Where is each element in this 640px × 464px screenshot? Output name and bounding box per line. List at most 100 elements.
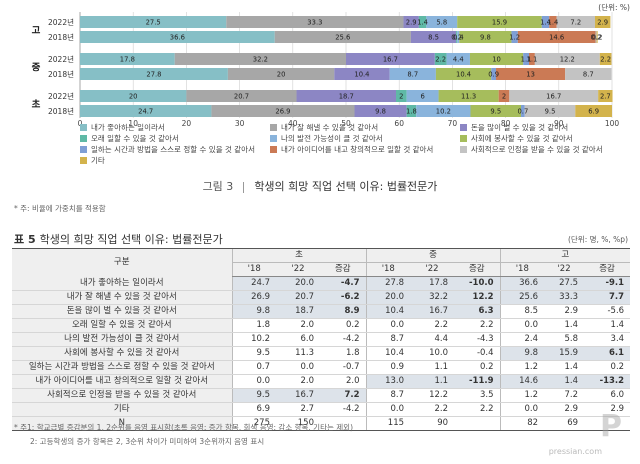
legend-item: 오래 일할 수 있을 것 같아서 [80,133,179,144]
bar-segment [524,105,576,117]
table-row-label: 일하는 시간과 방법을 스스로 정할 수 있을 것 같아서 [12,360,232,375]
bar-segment [456,31,458,43]
bar-value-label: 2.7 [600,93,611,101]
x-tick-label: 60 [394,119,404,128]
bar-value-label: 1.4 [540,19,551,27]
bar-value-label: 9.8 [375,108,386,116]
bar-segment [549,16,557,28]
x-tick-label: 90 [554,119,564,128]
table-cell: 2.2 [410,318,455,333]
table-cell: 1.4 [544,374,585,389]
table-cell: 16.7 [410,304,455,319]
bar-segment [534,53,600,65]
group-label: 고 [32,26,41,37]
legend-item: 내가 좋아하는 일이라서 [80,122,165,133]
bar-segment [403,16,419,28]
bar-value-label: 1.2 [509,34,520,42]
figure-title: 학생의 희망 직업 선택 이유: 법률전문가 [254,180,438,193]
data-table: 구분 초 중 고 '18'22 증감 '18'22 증감 '18'22 증감 내가 좋아하… [12,248,631,431]
table-group-high: 고 [499,248,631,263]
table-cell: 2.0 [276,318,320,333]
bar-value-label: 1.4 [417,19,428,27]
table-cell: 10.4 [365,304,411,319]
table-subhead: '22 [544,262,585,277]
table-row: 나의 발전 가능성이 클 것 같아서 10.2 6.0 -4.2 8.7 4.4 -4.3 2… [12,332,631,347]
bar-segment [434,53,447,65]
group-label: 중 [32,63,41,74]
bar-value-label: 26.9 [275,108,290,116]
table-cell: 6.0 [276,332,320,347]
bar-segment [521,105,525,117]
bar-segment [226,16,404,28]
x-axis-ticks: 0 10 20 30 40 50 60 70 80 90 100 [78,119,620,128]
table-cell: 0.0 [276,360,320,375]
table-rowhead: 구분 [12,248,232,277]
bar-value-label: 25.6 [335,34,350,42]
bar-segment [438,90,499,102]
table-cell: 0.0 [499,318,545,333]
table-cell: -6.2 [320,290,367,305]
table-cell: 15.9 [544,346,585,361]
table-cell: 20.7 [276,290,320,305]
table-number: 표 5 [14,233,36,246]
table-cell: 8.5 [499,304,545,319]
table-cell: -0.4 [454,346,501,361]
bar-segment [509,90,599,102]
table-cell: 0.0 [365,318,411,333]
table-cell: 1.8 [320,346,367,361]
bar-value-label: 7.2 [570,19,581,27]
table-cell: 26.9 [231,290,276,305]
table-row-label: 돈을 많이 벌 수 있을 것 같아서 [12,304,232,319]
table-cell: 36.6 [499,276,545,291]
table-cell: 6.3 [454,304,501,319]
table-cell: 0.9 [365,360,411,375]
bar-segment [498,90,510,102]
bar-value-label: 2.2 [435,56,446,64]
bar-segment [541,16,550,28]
table-cell: 90 [410,416,455,431]
table-cell: 9.5 [231,388,276,403]
bar-segment [598,90,613,102]
bar-value-label: 16.7 [383,56,398,64]
x-tick-label: 0 [78,119,83,128]
legend-item: 기타 [80,155,105,166]
bar-value-label: 9.5 [490,108,501,116]
table-cell: 1.1 [410,374,455,389]
bar-value-label: 1.4 [548,19,559,27]
bar-segment [457,16,542,28]
bar-value-label: 1.8 [406,108,417,116]
bar-value-label: 0.2 [451,34,462,42]
year-label: 2018년 [48,32,74,42]
table-cell: 7.7 [584,290,631,305]
bar-segment [594,16,611,28]
table-title: 표 5 학생의 희망 직업 선택 이유: 법률전문가 [14,231,223,247]
table-row-label: 내가 아이디어를 내고 창의적으로 일할 것 같아서 [12,374,232,389]
legend-swatch [460,124,467,131]
figure-caption: 그림 3 학생의 희망 직업 선택 이유: 법률전문가 [0,178,640,194]
table-cell: 0.0 [365,402,411,417]
table-cell: -13.2 [584,374,631,389]
bar-value-label: 10.2 [436,108,451,116]
bar-segment [556,16,595,28]
table-row-label: 내가 잘 해낼 수 있을 것 같아서 [12,290,232,305]
table-cell: 4.4 [410,332,455,347]
bar-segment [470,105,522,117]
legend-label: 사회적으로 인정을 받을 수 있을 것 같아서 [471,145,603,154]
bar-value-label: 8.7 [407,71,418,79]
bar-segment [396,90,407,102]
bar-value-label: 12.2 [560,56,575,64]
bar-value-label: 27.5 [146,19,161,27]
bar-segment [80,16,227,28]
group-label: 초 [32,99,41,111]
bar-value-label: 15.9 [492,19,507,27]
table-cell: 9.8 [499,346,545,361]
table-row: N 275 150 115 90 82 69 [12,416,631,431]
legend-swatch [80,135,87,142]
table-row: 사회적으로 인정을 받을 수 있을 것 같아서 9.5 16.7 7.2 8.7 12.2… [12,388,631,403]
table-cell: 10.2 [231,332,276,347]
x-tick-label: 80 [501,119,511,128]
x-tick-label: 40 [288,119,298,128]
bar-segment [469,53,524,65]
bar-segment [334,68,390,80]
